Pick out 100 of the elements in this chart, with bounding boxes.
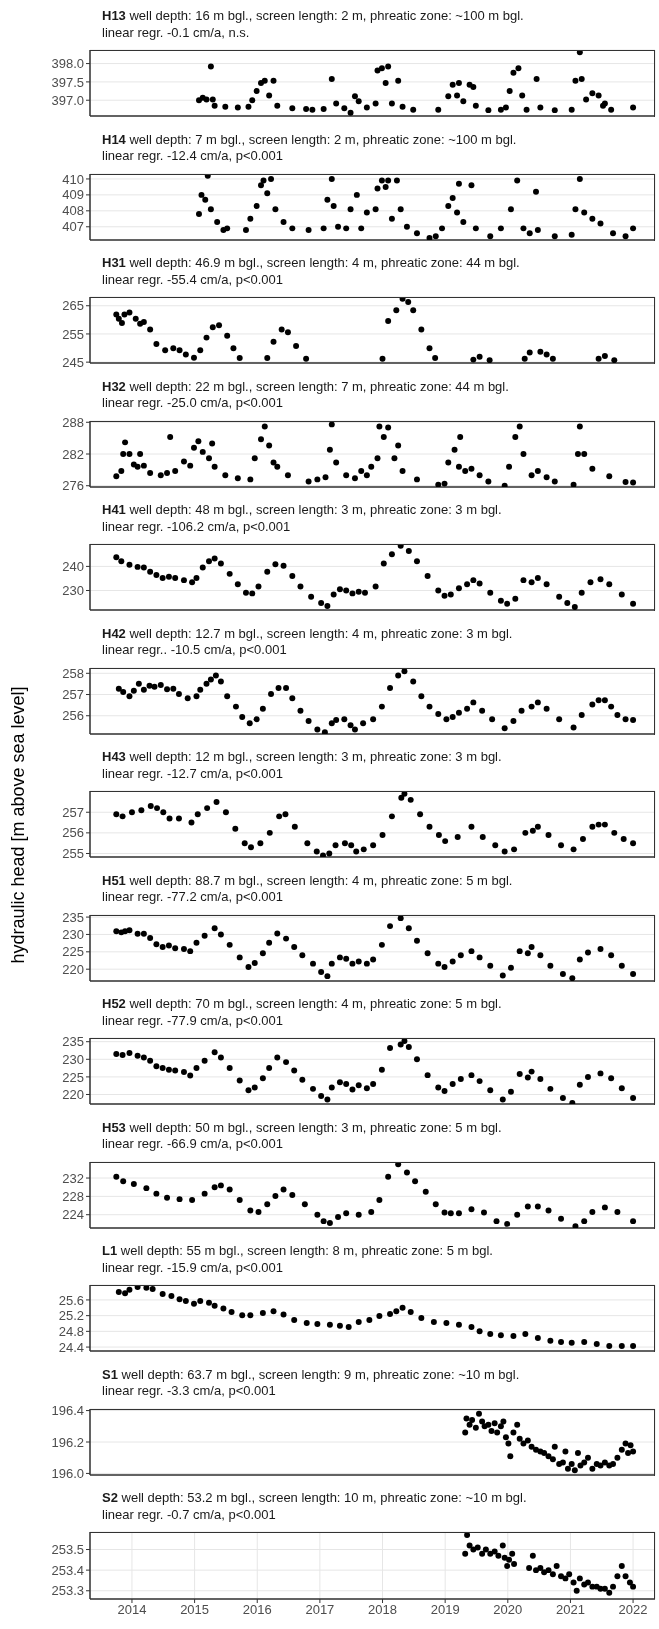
point (464, 1532, 471, 1539)
point (270, 1308, 277, 1315)
point (476, 353, 483, 360)
y-tick-label: 235 (62, 909, 84, 925)
point (601, 821, 608, 828)
point (534, 1202, 541, 1209)
point (432, 1200, 439, 1207)
point (220, 1305, 227, 1312)
point (495, 1552, 502, 1559)
point (204, 805, 211, 812)
point (501, 848, 508, 855)
point (492, 842, 499, 849)
chart-title: S1 well depth: 63.7 m bgl., screen length: 9 m, phreatic zone: ~10 m bgl. (102, 1366, 520, 1383)
point (564, 1465, 571, 1472)
point (469, 1416, 476, 1423)
chart-subtitle: linear regr. -77.2 cm/a, p<0.001 (102, 889, 285, 906)
point (162, 347, 169, 354)
point (188, 819, 195, 826)
point (455, 1321, 462, 1328)
y-tick-label: 232 (62, 1170, 84, 1186)
y-tick-label: 258 (62, 665, 84, 681)
point (368, 1208, 375, 1215)
y-tick-label: 196.2 (51, 1434, 84, 1450)
point (524, 1202, 531, 1209)
chart-subtitle: linear regr. -25.0 cm/a, p<0.001 (102, 395, 285, 412)
point (257, 840, 264, 847)
point (320, 852, 326, 857)
point (189, 1196, 196, 1203)
point (549, 355, 556, 362)
point (197, 347, 204, 354)
point (376, 1196, 383, 1203)
point (236, 354, 243, 361)
y-tick-label: 228 (62, 1188, 84, 1204)
point (581, 1458, 588, 1465)
point (559, 1458, 566, 1465)
y-tick-label: 245 (62, 354, 84, 370)
point (326, 850, 333, 857)
point (463, 1414, 470, 1421)
point (426, 345, 433, 352)
point (476, 1328, 483, 1335)
point (343, 1209, 350, 1216)
x-tick-label: 2021 (555, 1602, 585, 1618)
point (232, 825, 239, 832)
y-tick-label: 230 (62, 1051, 84, 1067)
point (627, 1441, 634, 1448)
point (541, 1449, 548, 1456)
point (476, 1410, 482, 1417)
point (132, 315, 139, 322)
point (360, 846, 367, 853)
point (236, 1196, 243, 1203)
point (280, 1186, 287, 1192)
point (326, 1321, 333, 1328)
point (314, 1211, 321, 1218)
y-tick-label: 225 (62, 943, 84, 959)
point (568, 1339, 575, 1346)
x-tick-label: 2016 (242, 1602, 272, 1618)
point (630, 1447, 637, 1454)
point (211, 1183, 218, 1190)
point (422, 1188, 429, 1195)
point (120, 1177, 127, 1184)
point (549, 1571, 556, 1578)
point (485, 1421, 492, 1428)
point (303, 1320, 310, 1327)
point (504, 1563, 511, 1569)
y-tick-label: 408 (62, 202, 84, 218)
point (479, 834, 486, 840)
y-tick-label: 240 (62, 559, 84, 575)
chart-subtitle: linear regr. -66.9 cm/a, p<0.001 (102, 1136, 285, 1153)
point (435, 831, 442, 838)
chart-title: H31 well depth: 46.9 m bgl., screen length: 4 m, phreatic zone: 44 m bgl. (102, 255, 520, 272)
point (393, 307, 400, 314)
point (270, 338, 277, 345)
chart-title: H52 well depth: 70 m bgl., screen length: 4 m, phreatic zone: 5 m bgl. (102, 996, 502, 1013)
point (255, 1208, 262, 1215)
y-tick-label: 397.5 (51, 74, 84, 90)
point (568, 1460, 575, 1467)
chart-subtitle: linear regr. -12.4 cm/a, p<0.001 (102, 148, 285, 165)
point (348, 842, 355, 849)
point (537, 348, 544, 355)
y-tick-label: 225 (62, 1069, 84, 1085)
y-tick-label: 220 (62, 1087, 84, 1103)
chart-subtitle: linear regr. -15.9 cm/a, p<0.001 (102, 1259, 285, 1276)
point (566, 1571, 573, 1578)
point (576, 1575, 583, 1582)
point (405, 299, 412, 306)
point (410, 307, 417, 314)
point (574, 1449, 581, 1456)
point (462, 1429, 469, 1436)
point (304, 840, 311, 847)
y-tick-label: 255 (62, 846, 84, 862)
point (259, 1309, 266, 1316)
point (222, 809, 229, 816)
point (610, 1583, 617, 1590)
point (168, 1293, 175, 1299)
point (502, 1433, 509, 1440)
point (191, 1300, 197, 1307)
point (442, 838, 449, 845)
point (487, 1331, 494, 1338)
point (128, 809, 135, 816)
point (230, 345, 237, 352)
